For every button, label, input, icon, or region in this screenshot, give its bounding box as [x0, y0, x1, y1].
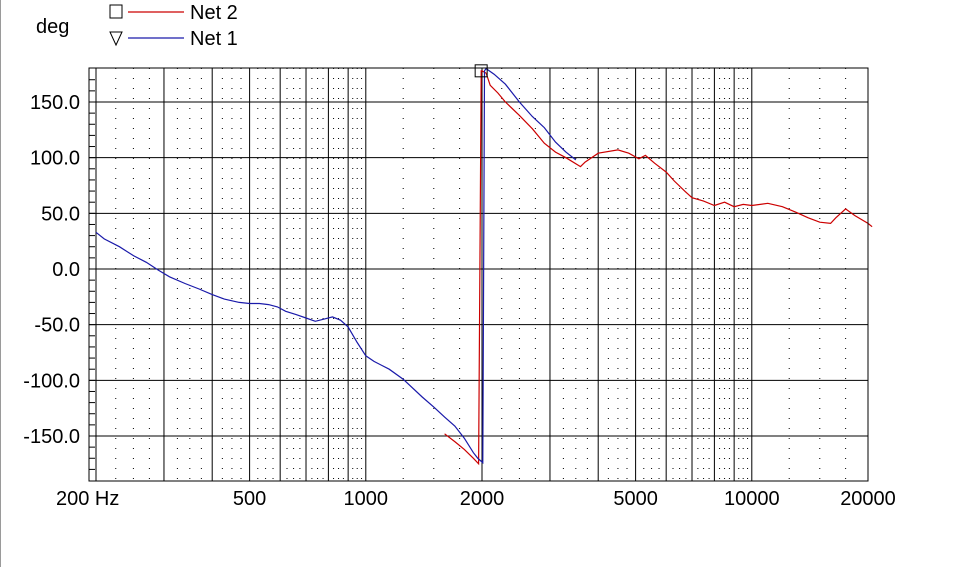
x-tick-label: 5000 [613, 488, 658, 510]
plot-frame [88, 67, 869, 482]
x-tick-label: 10000 [724, 488, 780, 510]
legend: Net 2 Net 1 [109, 2, 238, 50]
net-2-marker [474, 64, 488, 78]
x-tick-label: 20000 [840, 488, 896, 510]
y-tick-label: -50.0 [34, 315, 80, 337]
y-tick-label: 50.0 [41, 203, 80, 225]
x-tick-label: 200 Hz [56, 488, 119, 510]
legend-square-marker [109, 4, 123, 19]
x-axis-tick-labels: 200 Hz 500 1000 2000 5000 10000 20000 [56, 488, 896, 510]
y-axis-tick-labels: 150.0 100.0 50.0 0.0 -50.0 -100.0 -150.0 [23, 92, 80, 448]
y-tick-label: 0.0 [52, 259, 80, 281]
legend-triangle-marker [109, 31, 123, 47]
series-group [95, 64, 873, 466]
y-tick-label: -100.0 [23, 370, 80, 392]
y-axis-unit-label: deg [36, 16, 69, 38]
x-tick-label: 2000 [460, 488, 505, 510]
y-tick-label: 100.0 [30, 148, 80, 170]
x-tick-label: 1000 [344, 488, 389, 510]
y-tick-label: -150.0 [23, 426, 80, 448]
x-tick-label: 500 [233, 488, 266, 510]
legend-label: Net 1 [190, 28, 238, 50]
legend-label: Net 2 [190, 2, 238, 24]
y-tick-label: 150.0 [30, 92, 80, 114]
grid [89, 68, 869, 481]
